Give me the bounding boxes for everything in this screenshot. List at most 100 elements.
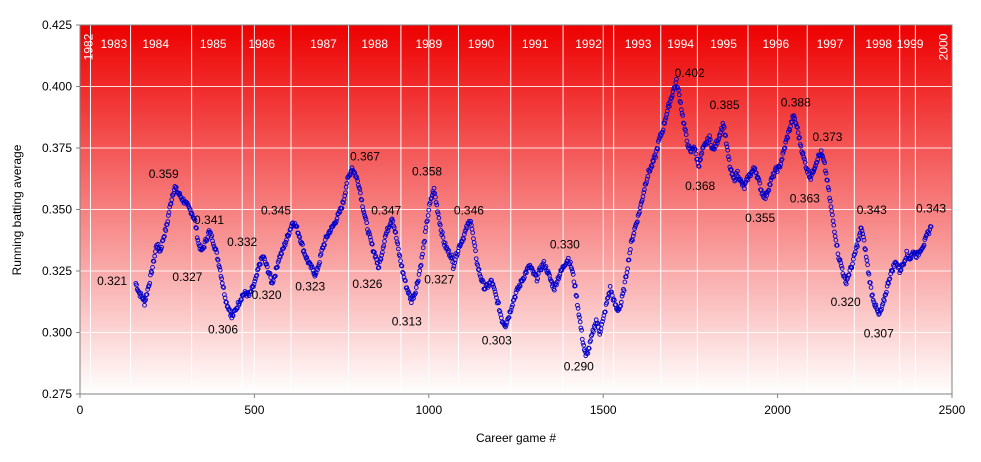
data-point xyxy=(697,157,703,163)
value-annotation: 0.323 xyxy=(295,279,325,293)
data-point xyxy=(667,104,672,109)
data-point xyxy=(630,237,635,243)
data-point xyxy=(473,248,478,254)
data-point xyxy=(440,235,446,240)
data-point xyxy=(513,290,519,295)
data-point xyxy=(626,257,632,263)
data-point xyxy=(922,237,928,242)
data-point xyxy=(653,148,659,154)
data-point xyxy=(619,293,625,299)
data-point xyxy=(572,283,578,289)
data-point xyxy=(831,222,837,228)
value-annotation: 0.307 xyxy=(864,327,894,341)
data-point xyxy=(382,238,387,244)
data-point xyxy=(155,241,161,247)
data-point xyxy=(865,262,870,268)
data-point xyxy=(354,175,360,181)
data-point xyxy=(886,277,892,282)
data-point xyxy=(548,278,554,283)
data-point xyxy=(795,130,801,136)
data-point xyxy=(890,268,896,274)
data-point xyxy=(177,191,183,196)
value-annotation: 0.332 xyxy=(227,235,257,249)
data-point xyxy=(362,212,367,218)
data-point xyxy=(431,185,437,191)
season-label: 1983 xyxy=(100,37,127,51)
data-point xyxy=(812,165,818,171)
data-point xyxy=(380,250,385,255)
data-point xyxy=(229,315,235,321)
data-point xyxy=(210,241,216,247)
data-point xyxy=(219,276,224,282)
data-point xyxy=(492,289,498,295)
data-point xyxy=(793,121,799,127)
data-point xyxy=(494,295,499,300)
data-point xyxy=(237,301,242,307)
data-point xyxy=(217,264,222,270)
data-point xyxy=(309,265,315,270)
season-label: 1982 xyxy=(81,33,95,60)
data-point xyxy=(753,170,758,175)
data-point xyxy=(556,274,562,279)
data-point xyxy=(581,342,587,348)
season-label: 1990 xyxy=(468,37,495,51)
data-point xyxy=(499,315,504,321)
data-point xyxy=(797,135,802,140)
season-label: 1985 xyxy=(200,37,227,51)
data-point xyxy=(461,236,467,242)
data-point xyxy=(597,332,603,337)
data-point xyxy=(506,315,512,320)
data-point xyxy=(138,290,144,296)
data-point xyxy=(369,241,374,246)
season-dividers: 1982 1983 1984 1985 1986 1987 1988 1989 1990 1991… xyxy=(81,25,981,394)
data-point xyxy=(625,266,630,272)
data-point xyxy=(898,267,904,273)
data-point xyxy=(433,194,438,200)
data-point xyxy=(413,285,419,290)
data-point xyxy=(828,204,834,210)
data-point xyxy=(476,267,482,272)
data-point xyxy=(588,338,593,343)
data-point xyxy=(195,237,201,243)
data-point xyxy=(215,257,221,263)
data-point xyxy=(210,238,215,244)
data-point xyxy=(556,276,561,282)
data-point xyxy=(676,92,682,98)
data-point xyxy=(147,280,153,286)
data-point xyxy=(145,287,151,292)
data-point xyxy=(522,275,527,280)
data-point xyxy=(577,314,582,320)
data-point xyxy=(343,190,348,196)
value-annotation: 0.347 xyxy=(371,204,401,218)
data-point xyxy=(660,127,666,133)
data-point xyxy=(455,252,460,257)
data-point xyxy=(294,224,300,229)
data-point xyxy=(426,207,432,213)
data-point xyxy=(802,159,808,165)
y-tick-label: 0.375 xyxy=(42,141,72,155)
data-point xyxy=(846,272,852,278)
data-point xyxy=(163,228,169,233)
data-point xyxy=(869,293,875,299)
data-point xyxy=(204,237,210,243)
data-point xyxy=(389,216,395,222)
data-point xyxy=(672,84,678,90)
data-point xyxy=(928,224,934,230)
x-tick-label: 2000 xyxy=(764,403,791,417)
data-point xyxy=(635,219,640,225)
data-point xyxy=(742,186,747,192)
season-label: 1986 xyxy=(248,37,275,51)
data-point xyxy=(798,143,804,149)
data-point xyxy=(376,265,382,270)
data-point xyxy=(884,289,889,295)
data-point xyxy=(678,100,683,105)
season-label: 1993 xyxy=(625,37,652,51)
data-point xyxy=(898,268,903,274)
data-point xyxy=(300,242,305,247)
data-point xyxy=(780,150,786,156)
value-annotation: 0.343 xyxy=(857,203,887,217)
data-point xyxy=(655,146,660,152)
data-point xyxy=(628,247,633,252)
data-point xyxy=(649,164,655,169)
data-point xyxy=(827,198,833,204)
